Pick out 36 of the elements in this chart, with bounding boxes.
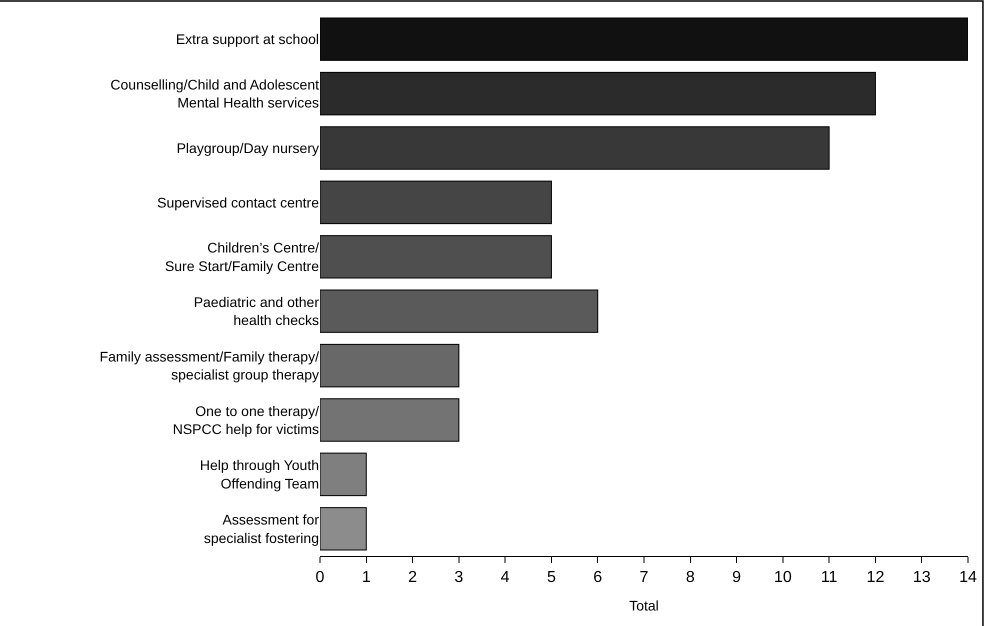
bar bbox=[320, 72, 876, 116]
x-tick-label: 0 bbox=[316, 569, 325, 586]
x-tick-label: 2 bbox=[408, 569, 418, 586]
bar bbox=[320, 126, 830, 170]
x-tick-label: 8 bbox=[686, 569, 695, 586]
x-axis-title: Total bbox=[629, 598, 659, 614]
y-tick-label: One to one therapy/ NSPCC help for victims bbox=[172, 402, 320, 437]
y-tick-label: Supervised contact centre bbox=[157, 194, 320, 210]
x-tick-label: 12 bbox=[866, 569, 884, 586]
x-tick-label: 7 bbox=[640, 569, 649, 586]
bar bbox=[320, 289, 598, 333]
x-tick-label: 13 bbox=[912, 569, 931, 586]
bar bbox=[320, 398, 460, 442]
x-tick-label: 10 bbox=[774, 569, 792, 586]
bar bbox=[320, 235, 552, 279]
y-tick-label: Help through Youth Offending Team bbox=[200, 457, 319, 492]
bar bbox=[320, 344, 460, 388]
x-tick-label: 4 bbox=[500, 569, 510, 586]
y-tick-label: Children’s Centre/ Sure Start/Family Centre bbox=[164, 240, 320, 274]
x-tick-label: 5 bbox=[546, 569, 556, 586]
y-tick-label: Counselling/Child and Adolescent Mental Health services bbox=[110, 76, 320, 111]
x-tick-label: 1 bbox=[362, 569, 371, 586]
y-tick-label: Paediatric and other health checks bbox=[194, 294, 320, 328]
y-tick-label: Family assessment/Family therapy/ specialist group therapy bbox=[100, 348, 320, 383]
bar bbox=[320, 180, 552, 224]
y-tick-label: Assessment for specialist fostering bbox=[204, 512, 320, 546]
bar bbox=[320, 17, 968, 61]
x-tick-label: 11 bbox=[820, 569, 838, 586]
x-tick-label: 6 bbox=[593, 569, 602, 586]
y-tick-label: Extra support at school bbox=[176, 31, 319, 48]
x-tick-label: 14 bbox=[959, 569, 977, 586]
bar bbox=[320, 452, 367, 496]
x-tick-label: 3 bbox=[454, 569, 464, 586]
y-tick-label: Playgroup/Day nursery bbox=[176, 140, 319, 156]
x-tick-label: 9 bbox=[732, 569, 742, 586]
bar bbox=[320, 507, 367, 551]
